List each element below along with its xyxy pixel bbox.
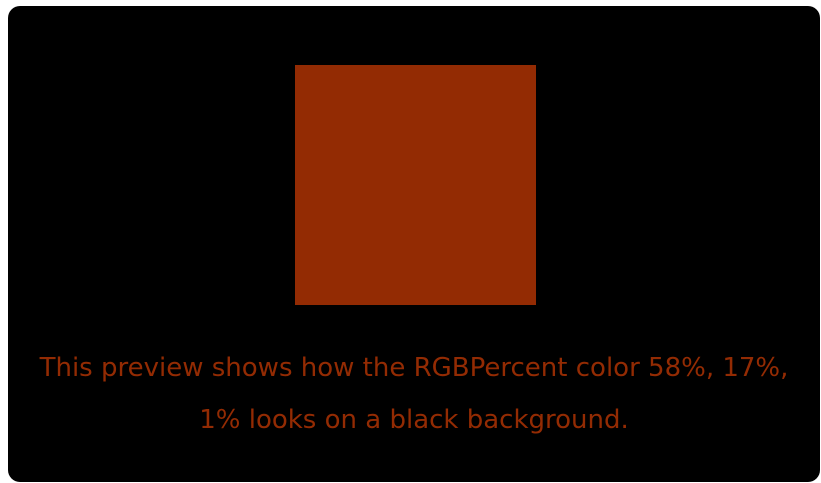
preview-caption: This preview shows how the RGBPercent co… [39, 353, 789, 435]
color-swatch [295, 65, 536, 305]
preview-panel: This preview shows how the RGBPercent co… [8, 6, 820, 482]
